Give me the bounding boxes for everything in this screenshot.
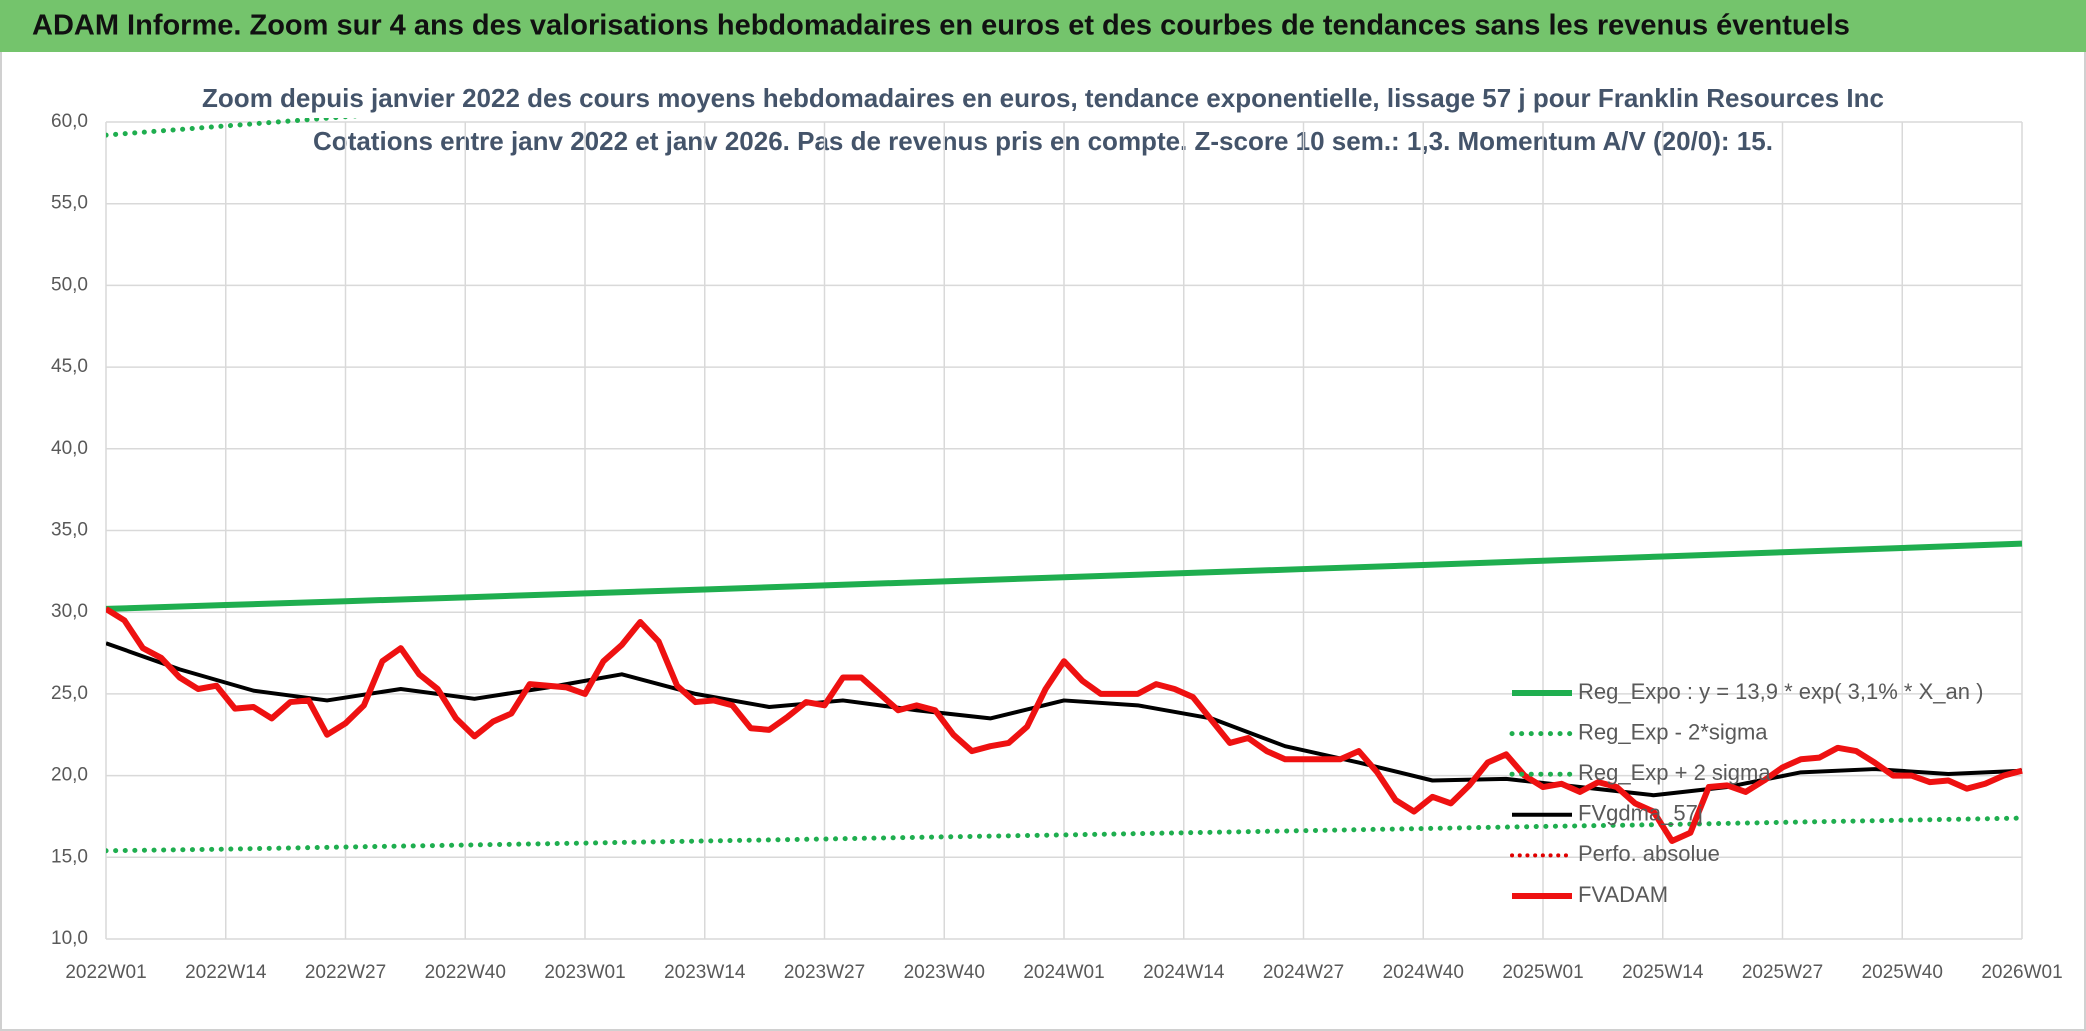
x-tick-label: 2023W01 [544,962,625,983]
x-tick-label: 2024W01 [1023,962,1104,983]
legend-label: Reg_Expo : y = 13,9 * exp( 3,1% * X_an ) [1578,679,1983,704]
series-line [106,540,2023,612]
x-tick-label: 2022W27 [305,962,386,983]
x-tick-label: 2022W40 [425,962,506,983]
x-tick-label: 2025W14 [1622,962,1704,983]
y-tick-label: 35,0 [51,520,88,541]
y-tick-label: 50,0 [51,274,88,295]
header-bar [0,0,2086,52]
y-tick-label: 45,0 [51,356,88,377]
x-tick-label: 2023W40 [904,962,985,983]
y-tick-label: 10,0 [51,928,88,949]
y-tick-label: 40,0 [51,438,88,459]
legend-label: FVADAM [1578,882,1668,907]
x-tick-label: 2024W40 [1383,962,1464,983]
y-tick-label: 20,0 [51,765,88,786]
y-tick-label: 25,0 [51,683,88,704]
header-title: ADAM Informe. Zoom sur 4 ans des valoris… [32,10,1850,42]
x-tick-label: 2025W01 [1502,962,1583,983]
x-tick-label: 2025W40 [1862,962,1943,983]
series-line [106,641,2023,798]
x-tick-label: 2022W01 [65,962,146,983]
x-tick-label: 2026W01 [1981,962,2062,983]
series-line [106,815,2025,854]
chart-subtitle: Cotations entre janv 2022 et janv 2026. … [313,126,1773,156]
x-tick-label: 2022W14 [185,962,267,983]
y-tick-label: 30,0 [51,601,88,622]
legend-label: Perfo. absolue [1578,841,1720,866]
x-tick-label: 2024W27 [1263,962,1344,983]
x-tick-label: 2024W14 [1143,962,1225,983]
legend-label: Reg_Exp - 2*sigma [1578,719,1768,744]
chart-title: Zoom depuis janvier 2022 des cours moyen… [202,83,1884,113]
x-tick-label: 2025W27 [1742,962,1823,983]
legend-label: FVgdma_57j [1578,801,1703,826]
y-tick-label: 55,0 [51,193,88,214]
x-tick-label: 2023W14 [664,962,746,983]
legend-label: Reg_Exp + 2 sigma [1578,760,1771,785]
y-tick-label: 15,0 [51,846,88,867]
series-line [106,606,2023,844]
y-tick-label: 60,0 [51,111,88,132]
x-tick-label: 2023W27 [784,962,865,983]
